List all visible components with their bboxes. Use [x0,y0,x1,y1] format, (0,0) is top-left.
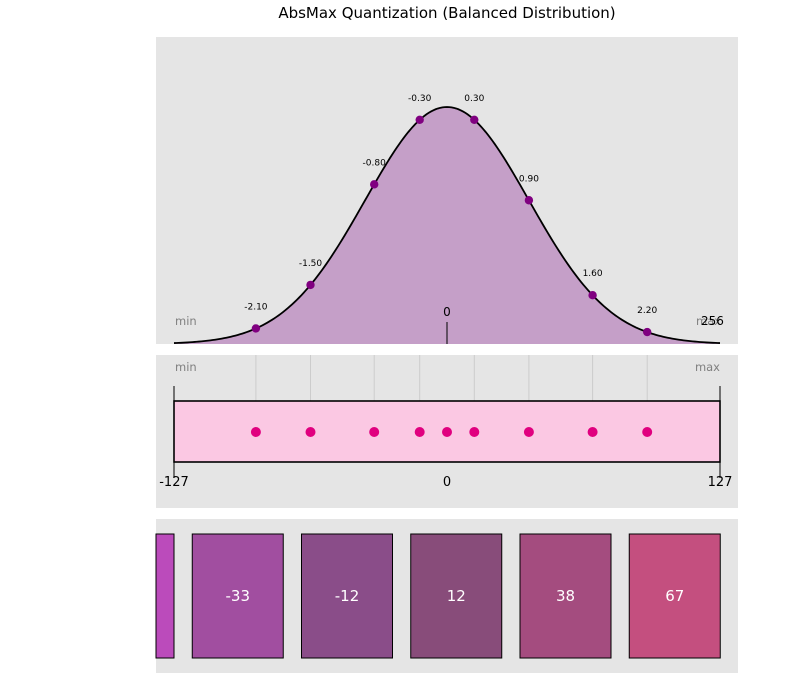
distribution-point-label: -0.80 [363,158,387,168]
distribution-panel: 0 min max 256 -2.10 -1.50 -0.80 -0.30 0.30 0.… [156,37,738,344]
quantized-value-label: 38 [556,587,575,605]
quantized-value-box [301,533,393,659]
quantized-value-box [628,533,721,659]
distribution-point [643,327,652,337]
dist-max-label: max [696,314,721,328]
axis-center-tick-label: 0 [443,475,451,490]
distribution-point-label: 0.90 [519,174,539,184]
center-zero-label: 0 [443,305,451,319]
quantized-marker [414,427,425,437]
distribution-point-label: 0.30 [464,94,484,104]
distribution-point [306,280,315,290]
quantized-value-label: -33 [226,587,251,605]
quantized-marker [250,427,261,437]
dist-min-label: min [175,314,197,328]
distribution-point [251,324,261,333]
track-markers [250,427,653,437]
quantized-marker [442,427,452,437]
quantized-value-label: 12 [447,587,466,605]
distribution-curve-fill [174,107,720,344]
axis-left-tick-label: -127 [159,475,189,490]
quantized-value-label: 67 [665,587,684,605]
quantized-marker [523,427,534,437]
quantized-marker [369,427,380,437]
distribution-point-label: 1.60 [583,269,603,279]
distribution-point [415,115,424,125]
axis-right-tick-label: 127 [708,475,733,490]
quantized-value-box [410,533,503,659]
dist-count-label: 256 [701,314,724,328]
quantized-value-box [519,533,612,659]
quantized-marker [587,427,598,437]
axis-max-label: max [695,360,720,374]
distribution-point [524,196,534,205]
figure-title: AbsMax Quantization (Balanced Distributi… [278,4,615,22]
quant-axis-panel: min max -127 0 127 [156,355,738,508]
value-boxes: -33 -12 12 38 67 [155,533,721,659]
distribution-point-label: -0.30 [408,94,432,104]
distribution-points: -2.10 -1.50 -0.80 -0.30 0.30 0.90 1.60 2.20 [244,94,657,337]
distribution-point-label: -2.10 [244,302,268,312]
quantized-value-label: -12 [335,587,360,605]
distribution-point-label: 2.20 [637,306,657,316]
distribution-point-label: -1.50 [299,259,323,269]
quantized-marker [642,427,653,437]
quantized-values-panel: -33 -12 12 38 67 [155,519,738,673]
distribution-point [370,180,379,189]
distribution-curve [173,106,721,344]
quantized-value-box [155,533,175,659]
axis-min-label: min [175,360,197,374]
quantized-marker [305,427,316,437]
distribution-point [588,290,597,300]
distribution-point [470,115,479,125]
quantized-value-box [191,533,284,659]
quantized-marker [469,427,480,437]
